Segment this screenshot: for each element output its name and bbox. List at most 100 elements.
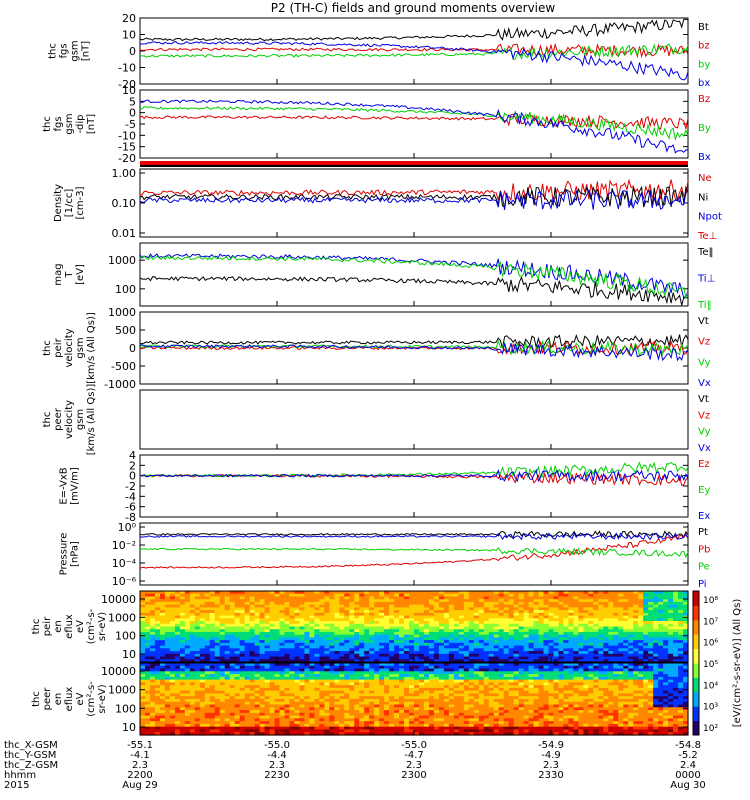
- heatmap-cell: [483, 682, 490, 686]
- heatmap-cell: [294, 601, 301, 606]
- heatmap-cell: [548, 631, 555, 636]
- heatmap-cell: [613, 685, 619, 689]
- heatmap-cell: [603, 685, 609, 689]
- heatmap-cell: [593, 615, 599, 619]
- heatmap-cell: [294, 615, 301, 619]
- heatmap-cell: [394, 596, 400, 600]
- heatmap-cell: [653, 637, 659, 641]
- heatmap-cell: [304, 610, 310, 614]
- heatmap-cell: [463, 604, 470, 608]
- heatmap-cell: [369, 671, 375, 675]
- heatmap-cell: [663, 676, 669, 681]
- heatmap-cell: [563, 653, 570, 658]
- heatmap-cell: [448, 682, 455, 686]
- heatmap-cell: [279, 596, 286, 600]
- heatmap-cell: [224, 651, 231, 655]
- heatmap-cell: [663, 621, 669, 625]
- heatmap-cell: [204, 699, 211, 703]
- heatmap-cell: [314, 629, 320, 633]
- heatmap-cell: [284, 599, 291, 603]
- heatmap-cell: [563, 599, 570, 603]
- heatmap-cell: [418, 645, 425, 649]
- heatmap-cell: [354, 593, 360, 598]
- heatmap-cell: [204, 685, 211, 689]
- heatmap-cell: [194, 601, 201, 606]
- heatmap-cell: [493, 663, 500, 667]
- heatmap-cell: [234, 690, 241, 695]
- y-tick-label: 10⁻²: [112, 539, 136, 552]
- heatmap-cell: [279, 668, 286, 672]
- y-tick-label: 10: [122, 648, 136, 661]
- heatmap-cell: [483, 693, 490, 697]
- heatmap-cell: [683, 707, 689, 711]
- heatmap-cell: [588, 642, 594, 647]
- heatmap-cell: [598, 707, 604, 711]
- heatmap-cell: [149, 591, 156, 595]
- heatmap-cell: [154, 593, 161, 598]
- heatmap-cell: [349, 618, 355, 622]
- heatmap-cell: [339, 601, 345, 606]
- panel-frame: [139, 389, 689, 450]
- heatmap-cell: [528, 599, 535, 603]
- heatmap-cell: [493, 685, 500, 689]
- heatmap-cell: [573, 604, 579, 608]
- heatmap-cell: [428, 665, 435, 670]
- heatmap-cell: [234, 642, 241, 647]
- y-tick-label: -10: [118, 129, 136, 142]
- heatmap-cell: [149, 665, 156, 670]
- heatmap-cell: [598, 601, 604, 606]
- heatmap-cell: [364, 665, 370, 670]
- legend-Pi: Pi: [698, 579, 707, 590]
- heatmap-cell: [548, 674, 555, 678]
- heatmap-cell: [394, 593, 400, 598]
- heatmap-cell: [543, 693, 550, 697]
- heatmap-cell: [409, 599, 415, 603]
- heatmap-cell: [458, 618, 465, 622]
- heatmap-cell: [259, 653, 266, 658]
- heatmap-cell: [224, 704, 231, 708]
- heatmap-cell: [154, 707, 161, 711]
- heatmap-cell: [309, 704, 315, 708]
- heatmap-cell: [493, 623, 500, 628]
- heatmap-cell: [573, 682, 579, 686]
- heatmap-cell: [608, 685, 614, 689]
- heatmap-cell: [633, 701, 639, 706]
- heatmap-cell: [204, 593, 211, 598]
- heatmap-cell: [289, 615, 296, 619]
- heatmap-cell: [264, 659, 271, 663]
- heatmap-cell: [159, 707, 166, 711]
- heatmap-cell: [269, 693, 276, 697]
- heatmap-cell: [608, 674, 614, 678]
- heatmap-cell: [319, 631, 325, 636]
- heatmap-cell: [254, 621, 261, 625]
- heatmap-cell: [269, 676, 276, 681]
- heatmap-cell: [573, 699, 579, 703]
- heatmap-cell: [264, 645, 271, 649]
- heatmap-cell: [643, 665, 649, 670]
- heatmap-cell: [513, 685, 520, 689]
- heatmap-cell: [149, 593, 156, 598]
- heatmap-cell: [533, 665, 540, 670]
- heatmap-cell: [154, 668, 161, 672]
- heatmap-cell: [463, 656, 470, 660]
- heatmap-cell: [299, 653, 305, 658]
- heatmap-cell: [673, 629, 679, 633]
- heatmap-cell: [678, 665, 684, 670]
- heatmap-cell: [678, 668, 684, 672]
- heatmap-cell: [194, 612, 201, 617]
- heatmap-cell: [214, 653, 221, 658]
- heatmap-cell: [643, 596, 649, 600]
- heatmap-cell: [244, 693, 251, 697]
- heatmap-cell: [264, 601, 271, 606]
- heatmap-cell: [608, 676, 614, 681]
- heatmap-cell: [603, 621, 609, 625]
- heatmap-cell: [159, 653, 166, 658]
- heatmap-cell: [418, 656, 425, 660]
- heatmap-cell: [453, 596, 460, 600]
- heatmap-cell: [483, 674, 490, 678]
- heatmap-cell: [244, 690, 251, 695]
- heatmap-cell: [523, 665, 530, 670]
- heatmap-cell: [458, 629, 465, 633]
- heatmap-cell: [379, 665, 385, 670]
